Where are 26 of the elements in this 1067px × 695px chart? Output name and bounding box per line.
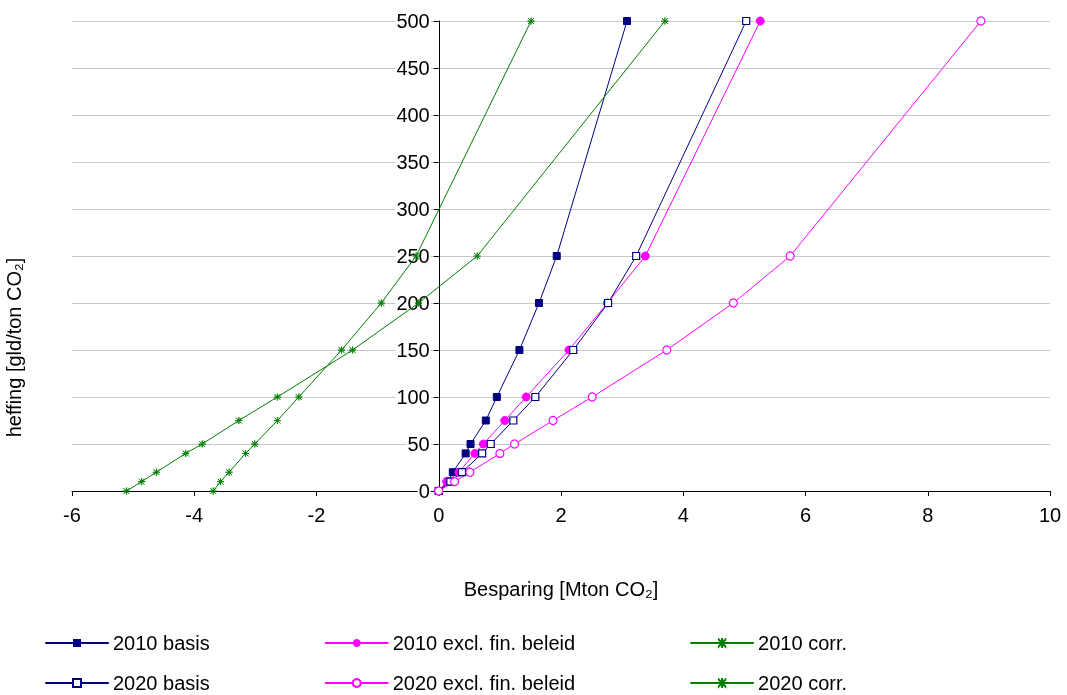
x-tick-label: -2 <box>307 504 326 526</box>
x-axis-title: Besparing [Mton CO₂] <box>463 578 659 600</box>
x-tick-label: 8 <box>922 504 934 526</box>
y-tick-label: 50 <box>407 433 430 455</box>
legend-label: 2020 excl. fin. beleid <box>392 672 576 694</box>
y-axis-title: heffing [gld/ton CO₂] <box>3 257 25 438</box>
legend-label: 2010 excl. fin. beleid <box>392 632 576 654</box>
x-tick-label: 0 <box>433 504 445 526</box>
x-tick-label: -4 <box>185 504 204 526</box>
legend-label: 2020 corr. <box>758 672 848 694</box>
y-tick-label: 400 <box>396 104 430 126</box>
x-tick-label: 4 <box>677 504 689 526</box>
legend-label: 2020 basis <box>113 672 210 694</box>
x-tick-label: 2 <box>555 504 567 526</box>
x-tick-label: 6 <box>799 504 812 526</box>
x-tick-label: 10 <box>1038 504 1062 526</box>
legend-label: 2010 corr. <box>758 632 848 654</box>
y-tick-label: 300 <box>396 198 430 220</box>
y-tick-label: 150 <box>396 339 430 361</box>
y-tick-label: 350 <box>396 151 430 173</box>
x-tick-label: -6 <box>63 504 81 526</box>
legend-label: 2010 basis <box>113 632 210 654</box>
y-tick-label: 450 <box>396 57 430 79</box>
y-tick-label: 0 <box>418 480 430 502</box>
y-tick-label: 500 <box>396 10 430 32</box>
y-tick-label: 100 <box>396 386 430 408</box>
